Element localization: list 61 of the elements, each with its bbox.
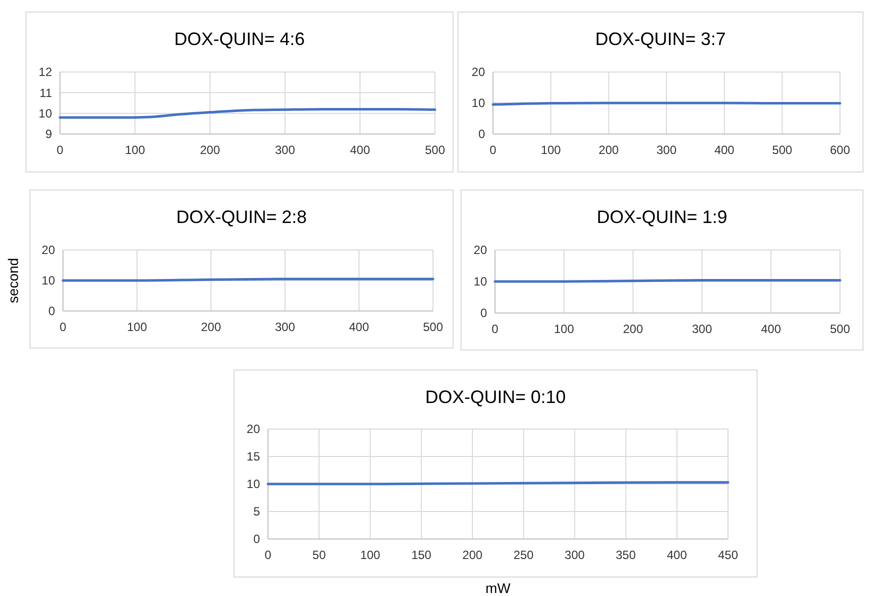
x-tick-label: 400	[760, 322, 782, 336]
x-tick-label: 500	[772, 143, 792, 157]
y-tick-label: 10	[246, 477, 260, 492]
y-tick-label: 20	[42, 243, 56, 258]
x-tick-label: 100	[554, 322, 574, 336]
x-tick-label: 500	[424, 143, 446, 157]
y-tick-label: 15	[246, 450, 260, 464]
x-tick-label: 200	[200, 143, 220, 157]
y-tick-label: 0	[478, 127, 486, 142]
x-tick-label: 300	[564, 548, 585, 562]
x-tick-label: 100	[126, 320, 148, 334]
x-tick-label: 0	[56, 143, 64, 157]
y-tick-label: 9	[45, 127, 52, 142]
x-tick-label: 350	[616, 548, 636, 562]
y-tick-label: 11	[40, 86, 52, 100]
y-axis-title: second	[5, 258, 21, 304]
x-tick-label: 400	[348, 320, 370, 334]
chart-title: DOX-QUIN= 4:6	[174, 29, 305, 49]
x-tick-label: 100	[540, 143, 562, 157]
x-tick-label: 400	[666, 548, 688, 562]
x-tick-label: 300	[692, 322, 712, 336]
x-tick-label: 50	[312, 548, 326, 562]
x-tick-label: 400	[350, 143, 370, 157]
y-tick-label: 20	[472, 65, 486, 80]
x-tick-label: 300	[656, 143, 677, 157]
y-tick-label: 20	[474, 243, 488, 258]
x-tick-label: 200	[200, 320, 222, 334]
x-axis-title: mW	[486, 580, 512, 596]
x-tick-label: 450	[718, 548, 738, 562]
chart-title: DOX-QUIN= 1:9	[596, 207, 728, 227]
x-tick-label: 200	[622, 322, 644, 336]
y-tick-label: 10	[472, 96, 486, 110]
y-tick-label: 12	[38, 65, 52, 80]
y-tick-label: 10	[42, 274, 56, 288]
chart-title: DOX-QUIN= 3:7	[595, 29, 726, 49]
line-series	[58, 108, 436, 119]
y-tick-label: 0	[480, 306, 488, 320]
y-tick-label: 20	[246, 422, 260, 436]
chart-title: DOX-QUIN= 0:10	[425, 387, 566, 407]
x-tick-label: 300	[274, 143, 296, 157]
x-tick-label: 0	[264, 548, 272, 562]
x-tick-label: 0	[60, 320, 67, 334]
y-tick-label: 0	[48, 304, 56, 318]
x-tick-label: 300	[274, 320, 296, 334]
x-tick-label: 100	[124, 143, 146, 157]
x-tick-label: 100	[360, 548, 381, 562]
y-tick-label: 5	[253, 504, 260, 519]
x-tick-label: 200	[598, 143, 619, 157]
y-tick-label: 10	[38, 106, 52, 121]
x-tick-label: 500	[422, 320, 444, 334]
x-tick-label: 500	[830, 322, 850, 336]
x-tick-label: 0	[490, 143, 497, 157]
y-tick-label: 0	[253, 532, 260, 546]
x-tick-label: 600	[830, 143, 850, 157]
x-tick-label: 200	[462, 548, 483, 562]
y-tick-label: 10	[474, 274, 488, 289]
chart-title: DOX-QUIN= 2:8	[176, 207, 307, 227]
x-tick-label: 250	[514, 548, 534, 562]
x-tick-label: 400	[714, 143, 735, 157]
x-tick-label: 0	[492, 322, 499, 336]
x-tick-label: 150	[411, 548, 432, 562]
